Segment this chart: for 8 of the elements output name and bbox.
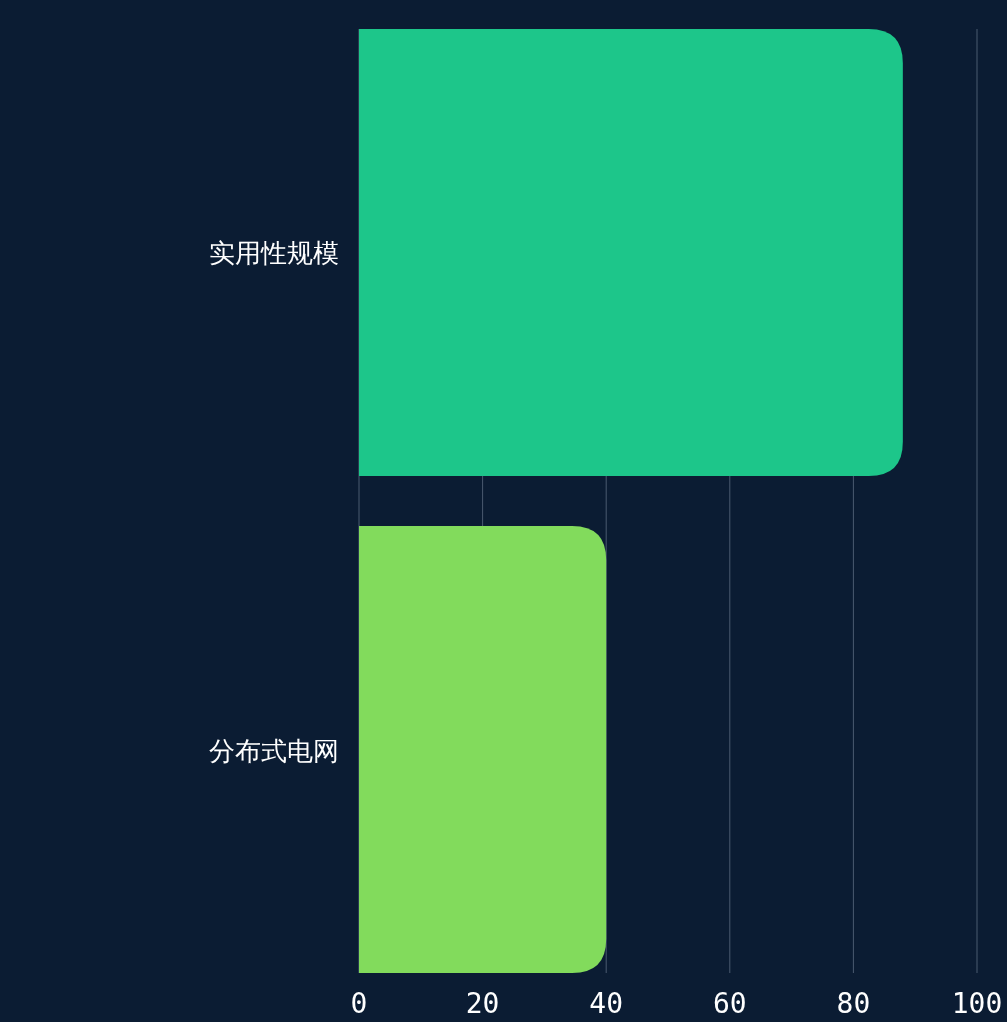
x-tick-label: 100 (951, 987, 1003, 1020)
x-tick-label: 0 (350, 987, 368, 1020)
x-tick-label: 20 (465, 987, 500, 1020)
y-tick-label: 实用性规模 (209, 238, 339, 269)
x-tick-label: 80 (836, 987, 871, 1020)
x-tick-label: 40 (589, 987, 624, 1020)
x-tick-label: 60 (712, 987, 747, 1020)
y-tick-label: 分布式电网 (209, 735, 339, 766)
